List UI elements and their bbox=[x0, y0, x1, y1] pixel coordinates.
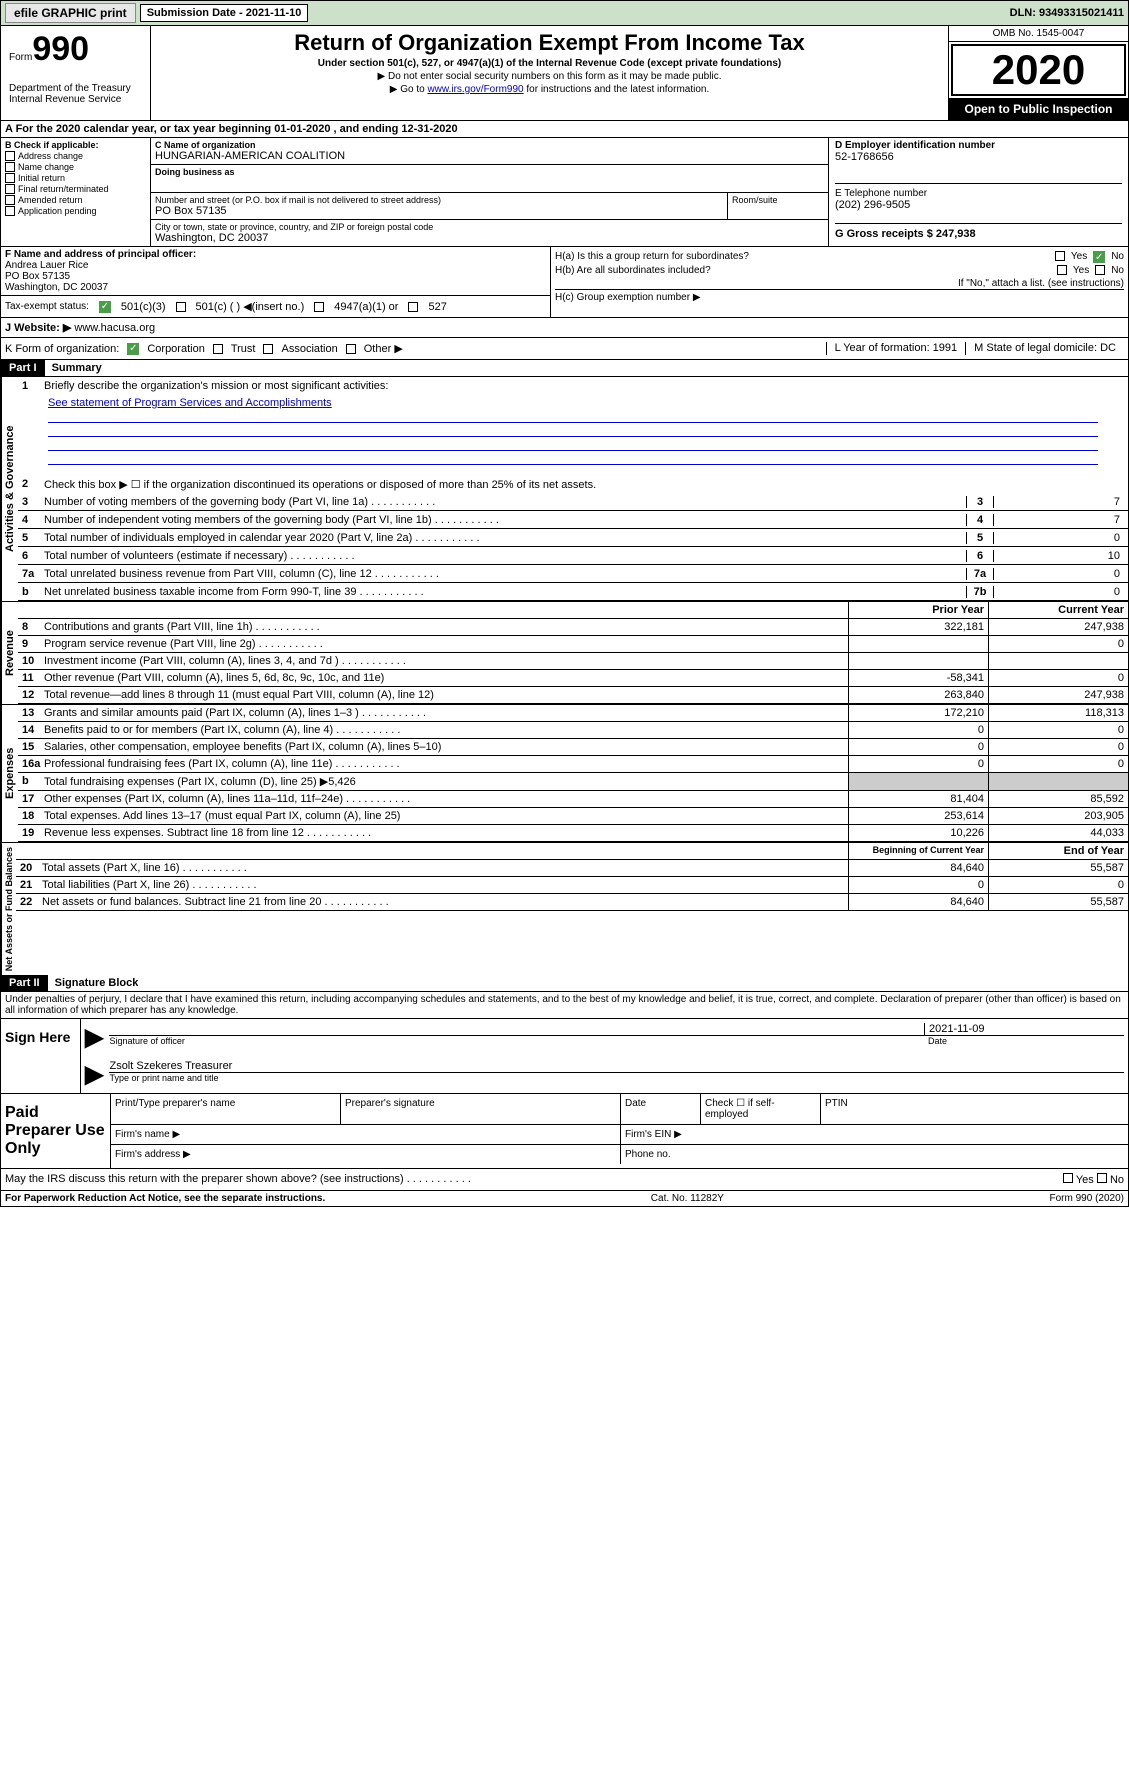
box-b: B Check if applicable: Address change Na… bbox=[1, 138, 151, 246]
tax-year: 2020 bbox=[951, 44, 1126, 96]
org-city: Washington, DC 20037 bbox=[155, 232, 824, 244]
val-6: 10 bbox=[994, 550, 1124, 562]
footer: For Paperwork Reduction Act Notice, see … bbox=[1, 1190, 1128, 1206]
checkbox-other[interactable] bbox=[346, 344, 356, 354]
header-title-area: Return of Organization Exempt From Incom… bbox=[151, 26, 948, 120]
checkbox-assoc[interactable] bbox=[263, 344, 273, 354]
checkbox-corp-checked[interactable]: ✓ bbox=[127, 343, 139, 355]
form-990-box: Form990 Department of the Treasury Inter… bbox=[1, 26, 151, 120]
org-address: PO Box 57135 bbox=[155, 205, 723, 217]
perjury-declaration: Under penalties of perjury, I declare th… bbox=[1, 992, 1128, 1018]
checkbox-discuss-yes[interactable] bbox=[1063, 1173, 1073, 1183]
gross-receipts: G Gross receipts $ 247,938 bbox=[835, 223, 1122, 240]
section-expenses: Expenses bbox=[1, 705, 18, 842]
checkbox-4947[interactable] bbox=[314, 302, 324, 312]
checkbox-ha-yes[interactable] bbox=[1055, 251, 1065, 261]
state-domicile: M State of legal domicile: DC bbox=[965, 342, 1124, 355]
section-governance: Activities & Governance bbox=[1, 377, 18, 601]
dln: DLN: 93493315021411 bbox=[1010, 7, 1124, 19]
checkbox-amended[interactable] bbox=[5, 195, 15, 205]
checkbox-address-change[interactable] bbox=[5, 151, 15, 161]
checkbox-initial-return[interactable] bbox=[5, 173, 15, 183]
checkbox-discuss-no[interactable] bbox=[1097, 1173, 1107, 1183]
val-4: 7 bbox=[994, 514, 1124, 526]
submission-date: Submission Date - 2021-11-10 bbox=[140, 4, 309, 22]
checkbox-pending[interactable] bbox=[5, 206, 15, 216]
mission-link[interactable]: See statement of Program Services and Ac… bbox=[48, 397, 332, 409]
phone: (202) 296-9505 bbox=[835, 199, 1122, 211]
year-formation: L Year of formation: 1991 bbox=[826, 342, 966, 355]
checkbox-501c3-checked[interactable]: ✓ bbox=[99, 301, 111, 313]
checkbox-527[interactable] bbox=[408, 302, 418, 312]
sign-here-label: Sign Here bbox=[1, 1019, 81, 1093]
dept-treasury: Department of the Treasury Internal Reve… bbox=[9, 83, 142, 105]
checkbox-trust[interactable] bbox=[213, 344, 223, 354]
checkbox-final-return[interactable] bbox=[5, 184, 15, 194]
paid-preparer-label: Paid Preparer Use Only bbox=[1, 1094, 111, 1168]
sig-date: 2021-11-09 bbox=[924, 1023, 1124, 1036]
irs-link[interactable]: www.irs.gov/Form990 bbox=[427, 84, 523, 95]
org-name: HUNGARIAN-AMERICAN COALITION bbox=[155, 150, 824, 162]
ein: 52-1768656 bbox=[835, 151, 1122, 163]
checkbox-ha-no-checked[interactable]: ✓ bbox=[1093, 251, 1105, 263]
val-3: 7 bbox=[994, 496, 1124, 508]
form-title: Return of Organization Exempt From Incom… bbox=[155, 30, 944, 56]
signer-name: Zsolt Szekeres Treasurer bbox=[109, 1060, 1124, 1073]
checkbox-501c[interactable] bbox=[176, 302, 186, 312]
tax-year-row: A For the 2020 calendar year, or tax yea… bbox=[1, 121, 1128, 138]
box-f: F Name and address of principal officer:… bbox=[1, 247, 550, 296]
part-1-header: Part I bbox=[1, 360, 45, 376]
efile-button[interactable]: efile GRAPHIC print bbox=[5, 3, 136, 23]
checkbox-hb-yes[interactable] bbox=[1057, 265, 1067, 275]
header-right: OMB No. 1545-0047 2020 Open to Public In… bbox=[948, 26, 1128, 120]
part-2-header: Part II bbox=[1, 975, 48, 991]
checkbox-name-change[interactable] bbox=[5, 162, 15, 172]
val-7a: 0 bbox=[994, 568, 1124, 580]
val-5: 0 bbox=[994, 532, 1124, 544]
checkbox-hb-no[interactable] bbox=[1095, 265, 1105, 275]
top-bar: efile GRAPHIC print Submission Date - 20… bbox=[1, 1, 1128, 26]
section-net-assets: Net Assets or Fund Balances bbox=[1, 843, 16, 975]
section-revenue: Revenue bbox=[1, 602, 18, 704]
val-7b: 0 bbox=[994, 586, 1124, 598]
website: www.hacusa.org bbox=[74, 322, 155, 334]
